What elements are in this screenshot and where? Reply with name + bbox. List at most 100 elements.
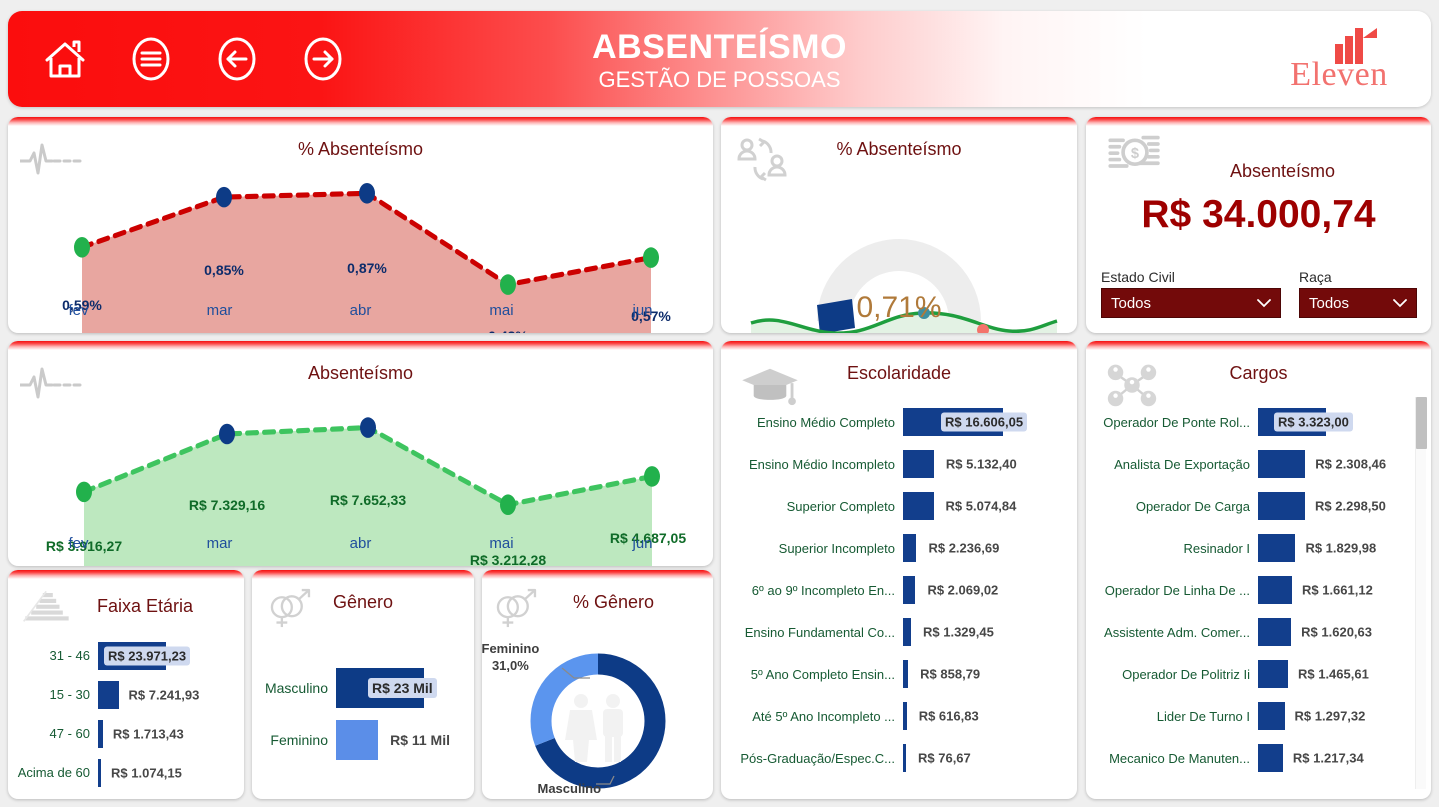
card-absenteismo-line: Absenteísmo R$ 3.916,27 R$ 7.329,16 R$ 7… — [8, 341, 713, 566]
slicer-dropdown-raca[interactable]: Todos — [1299, 288, 1417, 318]
bar-track: R$ 76,67 — [903, 737, 1077, 779]
bar[interactable] — [98, 719, 103, 748]
bar-track: R$ 5.132,40 — [903, 443, 1077, 485]
bar-category-label: 5º Ano Completo Ensin... — [750, 666, 895, 682]
bar-category-label: Superior Completo — [786, 498, 895, 514]
bar-row[interactable]: 5º Ano Completo Ensin... R$ 858,79 — [721, 653, 1077, 695]
bar-row[interactable]: Operador De Ponte Rol... R$ 3.323,00 — [1086, 401, 1413, 443]
bar[interactable] — [903, 618, 911, 646]
sparkline-point[interactable] — [918, 307, 930, 319]
card-pct-absenteismo-line: % Absenteísmo 0,59% 0,85% 0,87% 0,43% 0,… — [8, 117, 713, 333]
bar-value-label: R$ 11 Mil — [390, 732, 450, 748]
bar[interactable] — [1258, 744, 1283, 772]
axis-tick: abr — [349, 302, 372, 319]
sparkline-point[interactable] — [977, 324, 989, 333]
data-point[interactable] — [219, 423, 235, 445]
slicer-value: Todos — [1111, 294, 1152, 312]
bar[interactable] — [903, 660, 909, 688]
x-axis-labels: fev mar abr mai jun — [8, 302, 713, 319]
bar-row[interactable]: Analista De Exportação R$ 2.308,46 — [1086, 443, 1413, 485]
bar-row[interactable]: Operador De Linha De ... R$ 1.661,12 — [1086, 569, 1413, 611]
bar-row[interactable]: 31 - 46 R$ 23.971,23 — [8, 636, 244, 675]
bar[interactable] — [1258, 450, 1306, 478]
card-gauge-pct-absenteismo: % Absenteísmo 0,71% — [721, 117, 1077, 333]
donut-slice-feminino[interactable] — [530, 653, 665, 789]
bar[interactable] — [1258, 702, 1285, 730]
app-header: ABSENTEÍSMO GESTÃO DE POSSOAS Eleven — [8, 11, 1431, 107]
back-arrow-icon[interactable] — [212, 34, 262, 84]
data-point[interactable] — [500, 274, 516, 295]
bar-value-label: R$ 23.971,23 — [104, 646, 191, 665]
bar[interactable] — [1258, 660, 1288, 688]
slicer-dropdown-estado-civil[interactable]: Todos — [1101, 288, 1281, 318]
pyramid-icon — [23, 590, 69, 622]
bar-row[interactable]: 47 - 60 R$ 1.713,43 — [8, 714, 244, 753]
bar-track: R$ 23 Mil — [336, 662, 474, 714]
data-point[interactable] — [359, 183, 375, 204]
bar[interactable] — [98, 758, 102, 787]
bar[interactable] — [903, 450, 934, 478]
bar-row[interactable]: Superior Incompleto R$ 2.236,69 — [721, 527, 1077, 569]
bar-row[interactable]: Acima de 60 R$ 1.074,15 — [8, 753, 244, 792]
bar[interactable] — [903, 576, 916, 604]
bar-category-label: 31 - 46 — [49, 648, 90, 663]
menu-icon[interactable] — [126, 34, 176, 84]
data-point[interactable] — [74, 237, 90, 258]
bar-row[interactable]: Ensino Médio Incompleto R$ 5.132,40 — [721, 443, 1077, 485]
bar[interactable] — [903, 702, 907, 730]
cargos-scrollbar[interactable] — [1415, 397, 1427, 789]
bar-row[interactable]: Superior Completo R$ 5.074,84 — [721, 485, 1077, 527]
data-point[interactable] — [76, 481, 92, 503]
bar-row[interactable]: Mecanico De Manuten... R$ 1.217,34 — [1086, 737, 1413, 779]
bar-row[interactable]: Operador De Carga R$ 2.298,50 — [1086, 485, 1413, 527]
forward-arrow-icon[interactable] — [298, 34, 348, 84]
data-point[interactable] — [216, 186, 232, 208]
data-point[interactable] — [500, 494, 516, 515]
bar-row[interactable]: Resinador I R$ 1.829,98 — [1086, 527, 1413, 569]
bar-row[interactable]: Operador De Politriz Ii R$ 1.465,61 — [1086, 653, 1413, 695]
bar-track: R$ 3.323,00 — [1258, 401, 1413, 443]
bar[interactable] — [903, 492, 934, 520]
turnover-people-icon — [737, 137, 787, 182]
bar[interactable] — [903, 744, 906, 772]
bar-track: R$ 1.829,98 — [1258, 527, 1413, 569]
bar-category-label: Operador De Linha De ... — [1104, 582, 1250, 598]
bar-row[interactable]: Pós-Graduação/Espec.C... R$ 76,67 — [721, 737, 1077, 779]
data-point[interactable] — [360, 417, 376, 438]
bar-value-label: R$ 1.465,61 — [1297, 666, 1369, 682]
bar[interactable] — [903, 534, 917, 562]
bar[interactable] — [1258, 618, 1292, 646]
bar[interactable] — [1258, 492, 1306, 520]
bar-row[interactable]: Até 5º Ano Incompleto ... R$ 616,83 — [721, 695, 1077, 737]
card-title: Gênero — [332, 592, 394, 612]
bar-category-label: Ensino Fundamental Co... — [744, 624, 895, 640]
bar[interactable] — [336, 720, 379, 760]
bar-value-label: R$ 16.606,05 — [941, 412, 1028, 432]
donut-label-value: 31,0% — [491, 658, 529, 673]
data-point[interactable] — [644, 466, 660, 487]
card-title: Absenteísmo — [1229, 161, 1336, 181]
bar[interactable] — [98, 680, 119, 709]
home-icon[interactable] — [40, 34, 90, 84]
bar-row[interactable]: Feminino R$ 11 Mil — [252, 714, 474, 766]
bar-row[interactable]: Masculino R$ 23 Mil — [252, 662, 474, 714]
pct-genero-donut — [530, 653, 665, 789]
scrollbar-thumb[interactable] — [1416, 397, 1427, 449]
bar-value-label: R$ 1.620,63 — [1301, 624, 1372, 640]
eleven-logo: Eleven — [1269, 22, 1409, 96]
card-title: Escolaridade — [846, 363, 952, 383]
bar-row[interactable]: Lider De Turno I R$ 1.297,32 — [1086, 695, 1413, 737]
data-point[interactable] — [643, 247, 659, 268]
bar-category-label: 47 - 60 — [49, 726, 90, 741]
bar-row[interactable]: Ensino Fundamental Co... R$ 1.329,45 — [721, 611, 1077, 653]
bar-row[interactable]: 15 - 30 R$ 7.241,93 — [8, 675, 244, 714]
bar-category-label: Feminino — [270, 732, 328, 748]
bar-row[interactable]: Ensino Médio Completo R$ 16.606,05 — [721, 401, 1077, 443]
bar[interactable] — [1258, 534, 1296, 562]
bar-row[interactable]: 6º ao 9º Incompleto En... R$ 2.069,02 — [721, 569, 1077, 611]
axis-tick: fev — [68, 302, 89, 319]
bar-category-label: Operador De Ponte Rol... — [1103, 414, 1250, 430]
bar-row[interactable]: Assistente Adm. Comer... R$ 1.620,63 — [1086, 611, 1413, 653]
bar[interactable] — [1258, 576, 1292, 604]
